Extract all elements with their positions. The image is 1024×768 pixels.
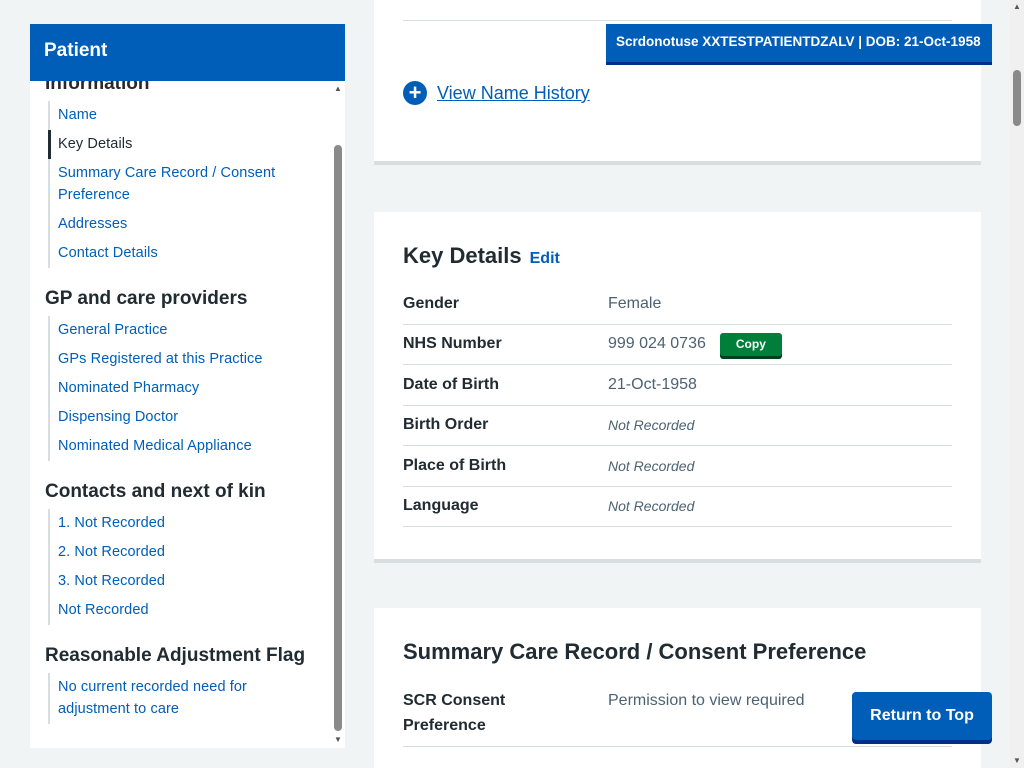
scroll-down-icon[interactable]: ▼ (334, 735, 342, 744)
page-scrollbar[interactable]: ▲ ▼ (1010, 0, 1024, 768)
edit-key-details-link[interactable]: Edit (529, 250, 560, 267)
sidebar-title: Patient (30, 24, 345, 81)
sidebar-item-dispensing-doctor[interactable]: Dispensing Doctor (58, 409, 179, 425)
row-value: Not Recorded (608, 457, 695, 474)
scroll-up-icon[interactable]: ▲ (1013, 2, 1021, 11)
sidebar-item-adjustment[interactable]: No current recorded need for adjustment … (58, 679, 247, 717)
table-row: SCR Consent Preference Permission to vie… (403, 688, 952, 747)
page-scrollbar-thumb[interactable] (1013, 70, 1021, 126)
table-row: Language Not Recorded (403, 487, 952, 527)
nhs-number-value: 999 024 0736 (608, 335, 706, 353)
row-value: 21-Oct-1958 (608, 375, 697, 393)
row-label: Date of Birth (403, 375, 499, 393)
row-label: Gender (403, 294, 460, 312)
sidebar-item-contact-3[interactable]: 3. Not Recorded (58, 573, 166, 589)
table-row: Place of Birth Not Recorded (403, 446, 952, 487)
nav-group-information: Information Name Key Details Summary Car… (30, 81, 330, 268)
patient-sidebar: Patient Information Name Key Details Sum… (30, 24, 345, 748)
scr-consent-label: SCR Consent Preference (403, 692, 506, 734)
nav-group-reasonable-adjustment: Reasonable Adjustment Flag No current re… (30, 645, 330, 724)
row-label: Language (403, 497, 479, 515)
row-label: SCR Consent Preference (403, 688, 608, 738)
row-value: 999 024 0736 Copy (608, 332, 782, 356)
row-value: Female (608, 294, 662, 312)
view-name-history[interactable]: + View Name History (403, 81, 590, 105)
sidebar-item-general-practice[interactable]: General Practice (58, 322, 168, 338)
sidebar-item-nominated-appliance[interactable]: Nominated Medical Appliance (58, 438, 252, 454)
key-details-title: Key Details (403, 243, 522, 268)
sidebar-item-contact-1[interactable]: 1. Not Recorded (58, 515, 166, 531)
key-details-table: Gender Female NHS Number 999 024 0736 Co… (403, 284, 952, 527)
nav-group-title: Information (45, 81, 150, 94)
plus-circle-icon[interactable]: + (403, 81, 427, 105)
sidebar-scrollbar-thumb[interactable] (334, 145, 342, 731)
return-to-top-button[interactable]: Return to Top (852, 692, 992, 740)
row-value: Not Recorded (608, 417, 695, 434)
nav-group-gp: GP and care providers General Practice G… (30, 288, 330, 461)
key-details-header: Key Details Edit (403, 243, 560, 269)
scr-title: Summary Care Record / Consent Preference (403, 639, 867, 664)
sidebar-item-contact-4[interactable]: Not Recorded (58, 602, 149, 618)
sidebar-item-scr-consent[interactable]: Summary Care Record / Consent Preference (58, 165, 276, 203)
scroll-down-icon[interactable]: ▼ (1013, 756, 1021, 765)
sidebar-item-nominated-pharmacy[interactable]: Nominated Pharmacy (58, 380, 200, 396)
table-row: Gender Female (403, 284, 952, 325)
scr-consent-value: Permission to view required (608, 692, 805, 709)
nav-group-title: Reasonable Adjustment Flag (45, 645, 306, 666)
nav-group-contacts: Contacts and next of kin 1. Not Recorded… (30, 481, 330, 625)
nav-group-title: Contacts and next of kin (45, 481, 266, 502)
scroll-up-icon[interactable]: ▲ (334, 84, 342, 93)
sidebar-item-gps-registered[interactable]: GPs Registered at this Practice (58, 351, 263, 367)
row-label: Place of Birth (403, 456, 507, 474)
sidebar-item-key-details[interactable]: Key Details (48, 130, 330, 159)
key-details-card: Key Details Edit Gender Female NHS Numbe… (374, 212, 981, 563)
patient-banner: Scrdonotuse XXTESTPATIENTDZALV | DOB: 21… (606, 24, 992, 62)
sidebar-item-name[interactable]: Name (58, 107, 98, 123)
row-label: Birth Order (403, 416, 489, 434)
sidebar-item-addresses[interactable]: Addresses (58, 216, 128, 232)
table-row: NHS Number 999 024 0736 Copy (403, 325, 952, 365)
sidebar-scrollbar[interactable]: ▲ ▼ (333, 81, 343, 748)
sidebar-item-contact-2[interactable]: 2. Not Recorded (58, 544, 166, 560)
sidebar-item-contact-details[interactable]: Contact Details (58, 245, 158, 261)
scr-card: Summary Care Record / Consent Preference… (374, 608, 981, 768)
sidebar-nav: Information Name Key Details Summary Car… (30, 81, 345, 748)
row-label: NHS Number (403, 335, 502, 353)
nav-group-title: GP and care providers (45, 288, 248, 309)
view-name-history-link[interactable]: View Name History (437, 82, 590, 103)
table-row: Date of Birth 21-Oct-1958 (403, 365, 952, 406)
table-row: Birth Order Not Recorded (403, 406, 952, 446)
copy-nhs-number-button[interactable]: Copy (719, 332, 782, 356)
row-value: Not Recorded (608, 498, 695, 515)
divider (403, 20, 952, 21)
